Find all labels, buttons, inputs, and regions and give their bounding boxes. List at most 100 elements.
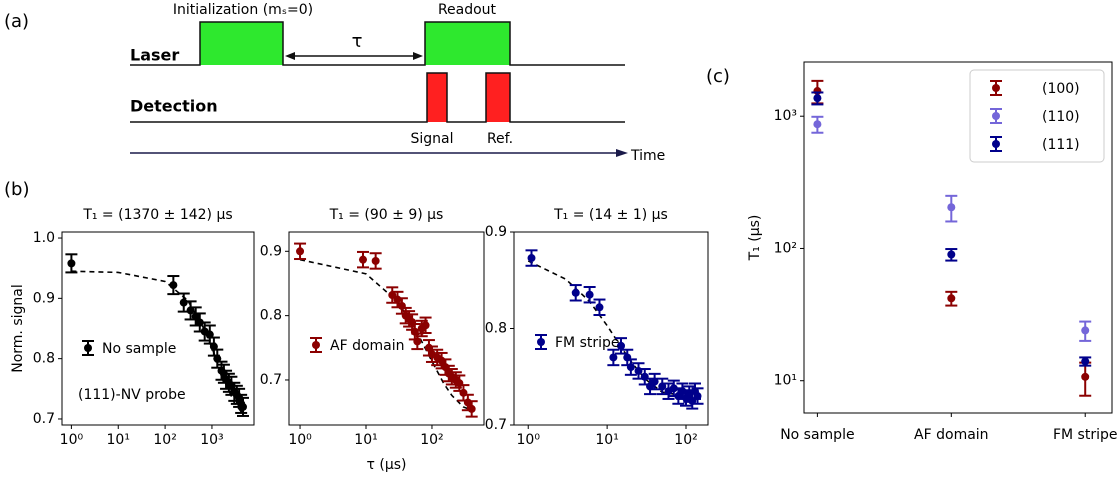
marker bbox=[693, 392, 702, 401]
marker bbox=[371, 256, 380, 265]
legend-icon bbox=[992, 140, 1000, 148]
y-tick-label: 10¹ bbox=[774, 373, 797, 389]
y-tick-label: 0.9 bbox=[33, 290, 55, 306]
x-tick-label: 10³ bbox=[200, 432, 223, 448]
label: Ref. bbox=[487, 131, 513, 147]
y-tick-label: 0.7 bbox=[485, 417, 507, 433]
label: Readout bbox=[438, 2, 497, 18]
marker bbox=[571, 288, 580, 297]
y-axis-label: T₁ (μs) bbox=[747, 215, 763, 262]
legend-icon bbox=[84, 344, 92, 352]
marker bbox=[609, 353, 618, 362]
label: Laser bbox=[130, 46, 179, 65]
legend-label: (111) bbox=[1042, 137, 1080, 153]
marker bbox=[209, 342, 218, 351]
y-tick-label: 0.8 bbox=[260, 308, 282, 324]
plot-frame bbox=[803, 61, 1113, 414]
y-axis-label: Norm. signal bbox=[10, 284, 26, 373]
marker bbox=[1081, 357, 1090, 366]
legend-icon bbox=[537, 338, 545, 346]
marker bbox=[595, 303, 604, 312]
x-tick-label: 10⁰ bbox=[60, 432, 84, 448]
marker bbox=[238, 402, 247, 411]
marker bbox=[169, 281, 178, 290]
x-tick-label: 10¹ bbox=[354, 432, 377, 448]
marker bbox=[296, 247, 305, 256]
legend-icon bbox=[992, 112, 1000, 120]
chart-title: T₁ = (1370 ± 142) μs bbox=[82, 207, 232, 223]
arrow-head bbox=[616, 149, 628, 157]
legend-icon bbox=[992, 84, 1000, 92]
detection-line bbox=[130, 72, 625, 123]
marker bbox=[1081, 372, 1090, 381]
y-tick-label: 10² bbox=[774, 240, 797, 256]
pulse-diagram: Initialization (mₛ=0) Readout Laser Dete… bbox=[130, 2, 665, 164]
x-tick-label: 10⁰ bbox=[288, 432, 312, 448]
y-tick-label: 0.7 bbox=[33, 411, 55, 427]
x-tick-label: 10⁰ bbox=[517, 432, 541, 448]
x-tick-label: 10² bbox=[674, 432, 697, 448]
plot-frame bbox=[288, 231, 485, 426]
label: Initialization (mₛ=0) bbox=[173, 2, 313, 18]
marker bbox=[191, 312, 200, 321]
x-tick-label: 10¹ bbox=[107, 432, 130, 448]
x-tick-label: 10¹ bbox=[595, 432, 618, 448]
arrow-head bbox=[413, 52, 423, 60]
chart-title: T₁ = (90 ± 9) μs bbox=[329, 207, 444, 223]
label: τ bbox=[352, 31, 363, 52]
label: Detection bbox=[130, 97, 218, 116]
panel-label: (b) bbox=[4, 179, 29, 200]
legend-icon bbox=[312, 341, 320, 349]
y-tick-label: 0.9 bbox=[260, 243, 282, 259]
marker bbox=[205, 330, 214, 339]
x-tick-label: 10² bbox=[153, 432, 176, 448]
panel-label: (a) bbox=[4, 11, 29, 32]
chart-title: T₁ = (14 ± 1) μs bbox=[553, 207, 668, 223]
marker bbox=[947, 294, 956, 303]
y-tick-label: 10³ bbox=[774, 108, 797, 124]
fit-curve bbox=[299, 258, 472, 411]
marker bbox=[413, 337, 422, 346]
marker bbox=[213, 354, 222, 363]
y-tick-label: 0.8 bbox=[33, 351, 55, 367]
legend-label: FM stripe bbox=[555, 335, 620, 351]
label: Signal bbox=[410, 131, 453, 147]
marker bbox=[527, 254, 536, 263]
legend-label: (110) bbox=[1042, 109, 1080, 125]
legend-label: (100) bbox=[1042, 81, 1080, 97]
marker bbox=[67, 259, 76, 268]
marker bbox=[947, 250, 956, 259]
annotation: (111)-NV probe bbox=[78, 387, 186, 403]
marker bbox=[388, 291, 397, 300]
plot-frame bbox=[61, 231, 255, 426]
label: Time bbox=[630, 148, 665, 164]
fit-curve bbox=[527, 260, 700, 397]
x-tick-label: FM stripe bbox=[1053, 427, 1117, 443]
legend-box bbox=[969, 69, 1105, 163]
arrow-head bbox=[285, 52, 295, 60]
laser-line bbox=[130, 21, 625, 66]
marker bbox=[947, 203, 956, 212]
y-tick-label: 0.9 bbox=[485, 224, 507, 240]
y-tick-label: 0.8 bbox=[485, 321, 507, 337]
x-tick-label: 10² bbox=[420, 432, 443, 448]
y-tick-label: 1.0 bbox=[33, 230, 55, 246]
x-tick-label: No sample bbox=[780, 427, 854, 443]
marker bbox=[1081, 326, 1090, 335]
marker bbox=[585, 290, 594, 299]
marker bbox=[617, 341, 626, 350]
marker bbox=[813, 94, 822, 103]
y-tick-label: 0.7 bbox=[260, 372, 282, 388]
x-axis-label: τ (μs) bbox=[366, 457, 406, 473]
marker bbox=[358, 255, 367, 264]
marker bbox=[813, 120, 822, 129]
marker bbox=[467, 404, 476, 413]
legend-label: No sample bbox=[102, 341, 176, 357]
panel-label: (c) bbox=[706, 66, 730, 87]
marker bbox=[186, 306, 195, 315]
marker bbox=[179, 298, 188, 307]
marker bbox=[421, 321, 430, 330]
x-tick-label: AF domain bbox=[914, 427, 989, 443]
legend-label: AF domain bbox=[330, 338, 405, 354]
